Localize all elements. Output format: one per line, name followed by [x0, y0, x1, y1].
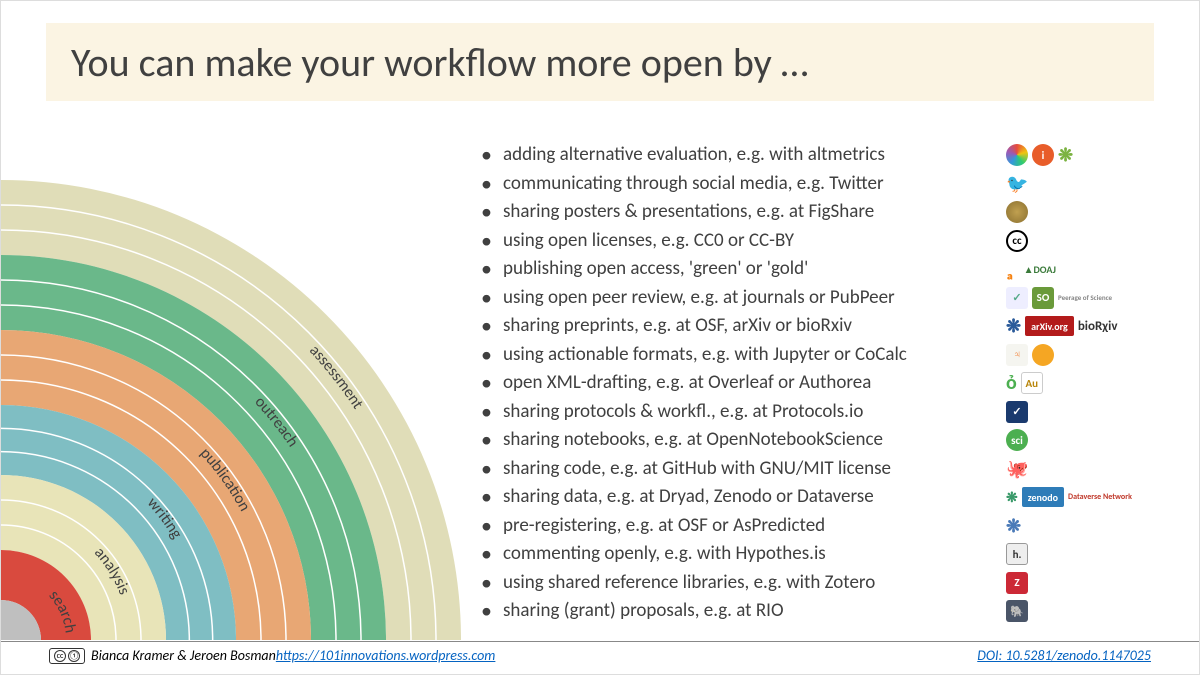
cc-badge: cc ①	[49, 648, 85, 664]
tool-icon: ❋	[1006, 515, 1021, 537]
icon-row: sci	[1006, 426, 1181, 455]
tool-icon: ▲DOAJ	[1018, 259, 1062, 279]
tool-icon: ❋	[1006, 489, 1018, 506]
tool-icon: Au	[1021, 372, 1043, 394]
tool-icon: 🐘	[1006, 600, 1028, 622]
workflow-list: adding alternative evaluation, e.g. with…	[481, 141, 999, 626]
source-link[interactable]: https://101innovations.wordpress.com	[276, 647, 496, 664]
tool-icon: ❋	[1058, 144, 1073, 166]
tool-icon: Z	[1006, 572, 1028, 594]
authors: Bianca Kramer & Jeroen Bosman	[91, 647, 276, 664]
list-item: sharing preprints, e.g. at OSF, arXiv or…	[481, 312, 999, 341]
list-item: sharing data, e.g. at Dryad, Zenodo or D…	[481, 483, 999, 512]
list-item: sharing posters & presentations, e.g. at…	[481, 198, 999, 227]
tool-icon: ❋	[1006, 315, 1021, 337]
tool-icon: arXiv.org	[1025, 316, 1074, 336]
icon-row: ₐ▲DOAJ	[1006, 255, 1181, 284]
list-item: communicating through social media, e.g.…	[481, 170, 999, 199]
list-item: sharing code, e.g. at GitHub with GNU/MI…	[481, 455, 999, 484]
list-item: using open licenses, e.g. CC0 or CC-BY	[481, 227, 999, 256]
tool-icon: SO	[1032, 287, 1054, 309]
list-item: using shared reference libraries, e.g. w…	[481, 569, 999, 598]
icon-row: Z	[1006, 569, 1181, 598]
list-item: sharing protocols & workfl., e.g. at Pro…	[481, 398, 999, 427]
tool-icon: 🐦	[1006, 173, 1028, 195]
icon-row: ♃	[1006, 341, 1181, 370]
icon-row: ❋	[1006, 512, 1181, 541]
list-item: open XML-drafting, e.g. at Overleaf or A…	[481, 369, 999, 398]
tool-icon: sci	[1006, 429, 1028, 451]
tool-icon	[1032, 344, 1054, 366]
list-item: commenting openly, e.g. with Hypothes.is	[481, 540, 999, 569]
list-item: adding alternative evaluation, e.g. with…	[481, 141, 999, 170]
icon-row: h.	[1006, 540, 1181, 569]
tool-icon: h.	[1006, 543, 1028, 565]
arc-diagram: searchanalysiswritingpublicationoutreach…	[1, 180, 461, 640]
list-item: publishing open access, 'green' or 'gold…	[481, 255, 999, 284]
page-title: You can make your workflow more open by …	[71, 38, 808, 87]
tool-icon: Peerage of Science	[1058, 293, 1112, 302]
tool-icon: ỏ	[1006, 371, 1017, 395]
icon-row: i❋	[1006, 141, 1181, 170]
icon-row: ❋arXiv.org bioRχiv	[1006, 312, 1181, 341]
list-item: pre-registering, e.g. at OSF or AsPredic…	[481, 512, 999, 541]
tool-icon: Dataverse Network	[1068, 492, 1132, 502]
icon-row: ✓	[1006, 398, 1181, 427]
icon-row: 🐦	[1006, 170, 1181, 199]
footer: cc ① Bianca Kramer & Jeroen Bosman https…	[1, 641, 1199, 669]
tool-icon	[1006, 144, 1028, 166]
tool-icon: ♃	[1006, 344, 1028, 366]
tool-icon: cc	[1006, 230, 1028, 252]
list-item: using actionable formats, e.g. with Jupy…	[481, 341, 999, 370]
tool-icon: ₐ	[1006, 256, 1014, 283]
tool-icon: 🐙	[1006, 458, 1028, 480]
tool-icon: i	[1032, 144, 1054, 166]
icon-row: ❋zenodo Dataverse Network	[1006, 483, 1181, 512]
icon-row: ỏAu	[1006, 369, 1181, 398]
list-item: sharing notebooks, e.g. at OpenNotebookS…	[481, 426, 999, 455]
tool-icon: ✓	[1006, 287, 1028, 309]
icon-row: ✓SO Peerage of Science	[1006, 284, 1181, 313]
tool-icon	[1006, 201, 1028, 223]
list-item: sharing (grant) proposals, e.g. at RIO	[481, 597, 999, 626]
list-item: using open peer review, e.g. at journals…	[481, 284, 999, 313]
tool-icon: zenodo	[1022, 487, 1064, 507]
tool-icon: ✓	[1006, 401, 1028, 423]
icon-row: 🐙	[1006, 455, 1181, 484]
icon-row	[1006, 198, 1181, 227]
doi-link[interactable]: DOI: 10.5281/zenodo.1147025	[977, 647, 1151, 664]
tool-icons-column: i❋🐦ccₐ▲DOAJ✓SOPeerage of Science❋arXiv.o…	[1006, 141, 1181, 626]
icon-row: 🐘	[1006, 597, 1181, 626]
icon-row: cc	[1006, 227, 1181, 256]
title-bar: You can make your workflow more open by …	[46, 23, 1154, 101]
tool-icon: bioRχiv	[1078, 319, 1118, 334]
